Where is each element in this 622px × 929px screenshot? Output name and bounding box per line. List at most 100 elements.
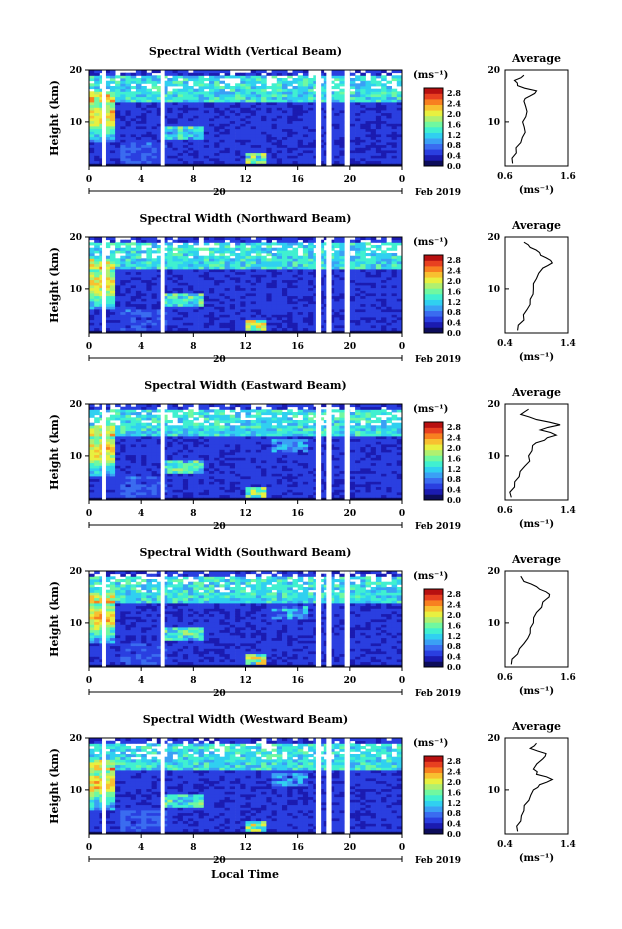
heatmap-cell xyxy=(146,155,152,159)
heatmap-cell xyxy=(276,91,283,95)
heatmap-cell xyxy=(115,104,121,108)
heatmap-cell xyxy=(282,250,288,254)
heatmap-cell xyxy=(177,102,184,106)
average-x-tick-label: 0.4 xyxy=(497,339,513,349)
heatmap-cell xyxy=(297,330,304,334)
heatmap-cell xyxy=(146,258,152,262)
heatmap-cell xyxy=(115,293,121,297)
heatmap-cell xyxy=(240,136,246,140)
heatmap-cell xyxy=(391,298,398,302)
heatmap-cell xyxy=(329,258,335,262)
heatmap-cell xyxy=(130,465,137,469)
heatmap-cell xyxy=(151,322,158,326)
heatmap-cell xyxy=(162,290,168,294)
heatmap-cell xyxy=(396,322,403,326)
heatmap-cell xyxy=(104,327,111,331)
heatmap-cell xyxy=(381,142,387,146)
heatmap-cell xyxy=(365,309,372,313)
heatmap-cell xyxy=(292,94,299,98)
heatmap-cell xyxy=(396,139,403,143)
heatmap-cell xyxy=(125,412,132,416)
heatmap-cell xyxy=(391,282,398,286)
heatmap-cell xyxy=(104,163,111,167)
heatmap-cell xyxy=(375,136,382,140)
heatmap-cell xyxy=(167,237,173,241)
heatmap-cell xyxy=(349,112,356,116)
heatmap-cell xyxy=(396,155,403,159)
heatmap-cell xyxy=(266,126,272,130)
heatmap-cell xyxy=(172,277,179,281)
heatmap-cell xyxy=(172,478,179,482)
heatmap-cell xyxy=(89,462,95,466)
heatmap-cell xyxy=(146,110,152,114)
x-tick-label: 16 xyxy=(291,342,304,352)
heatmap-cell xyxy=(266,277,272,281)
heatmap-cell xyxy=(146,293,152,297)
heatmap-cell xyxy=(297,314,304,318)
heatmap-cell xyxy=(172,80,179,84)
data-gap xyxy=(344,237,350,333)
heatmap-cell xyxy=(141,258,147,262)
heatmap-cell xyxy=(104,99,111,103)
heatmap-cell xyxy=(141,131,147,135)
heatmap-cell xyxy=(104,261,111,265)
heatmap-cell xyxy=(219,142,225,146)
heatmap-cell xyxy=(282,263,288,267)
heatmap-cell xyxy=(318,120,325,124)
heatmap-cell xyxy=(360,319,366,323)
heatmap-cell xyxy=(318,285,325,289)
heatmap-cell xyxy=(172,263,179,267)
heatmap-cell xyxy=(349,245,356,249)
heatmap-cell xyxy=(329,102,335,106)
heatmap-cell xyxy=(188,163,194,167)
heatmap-cell xyxy=(167,468,173,472)
heatmap-cell xyxy=(266,298,272,302)
heatmap-cell xyxy=(292,144,299,148)
heatmap-cell xyxy=(271,247,278,251)
heatmap-cell xyxy=(250,274,257,278)
heatmap-cell xyxy=(229,91,236,95)
heatmap-cell xyxy=(276,263,283,267)
heatmap-cell xyxy=(292,115,299,119)
heatmap-cell xyxy=(188,115,194,119)
heatmap-cell xyxy=(172,110,179,114)
heatmap-cell xyxy=(198,444,205,448)
heatmap-cell xyxy=(266,118,272,122)
heatmap-cell xyxy=(391,158,398,162)
heatmap-cell xyxy=(250,102,257,106)
heatmap-cell xyxy=(135,70,142,74)
heatmap-cell xyxy=(318,126,325,130)
heatmap-cell xyxy=(167,293,173,297)
heatmap-cell xyxy=(89,473,95,477)
heatmap-cell xyxy=(120,99,126,103)
heatmap-cell xyxy=(125,484,132,488)
heatmap-cell xyxy=(162,430,168,434)
heatmap-cell xyxy=(276,152,283,156)
heatmap-cell xyxy=(229,258,236,262)
heatmap-cell xyxy=(308,118,314,122)
heatmap-cell xyxy=(271,319,278,323)
heatmap-cell xyxy=(381,274,387,278)
heatmap-cell xyxy=(130,134,137,138)
heatmap-cell xyxy=(245,263,252,267)
heatmap-cell xyxy=(266,295,272,299)
heatmap-cell xyxy=(329,239,335,243)
heatmap-cell xyxy=(250,88,257,92)
heatmap-cell xyxy=(292,134,299,138)
heatmap-cell xyxy=(302,245,309,249)
heatmap-cell xyxy=(271,91,278,95)
heatmap-cell xyxy=(349,72,356,76)
heatmap-cell xyxy=(292,158,299,162)
heatmap-cell xyxy=(224,75,231,79)
heatmap-cell xyxy=(198,107,205,111)
heatmap-cell xyxy=(125,80,132,84)
heatmap-cell xyxy=(365,150,372,154)
heatmap-cell xyxy=(287,136,293,140)
colorbar-tick-label: 1.2 xyxy=(447,130,461,140)
heatmap-cell xyxy=(271,287,278,291)
heatmap-cell xyxy=(177,160,184,164)
heatmap-cell xyxy=(141,404,147,408)
heatmap-cell xyxy=(365,317,372,321)
heatmap-cell xyxy=(188,476,194,480)
heatmap-cell xyxy=(240,271,246,275)
